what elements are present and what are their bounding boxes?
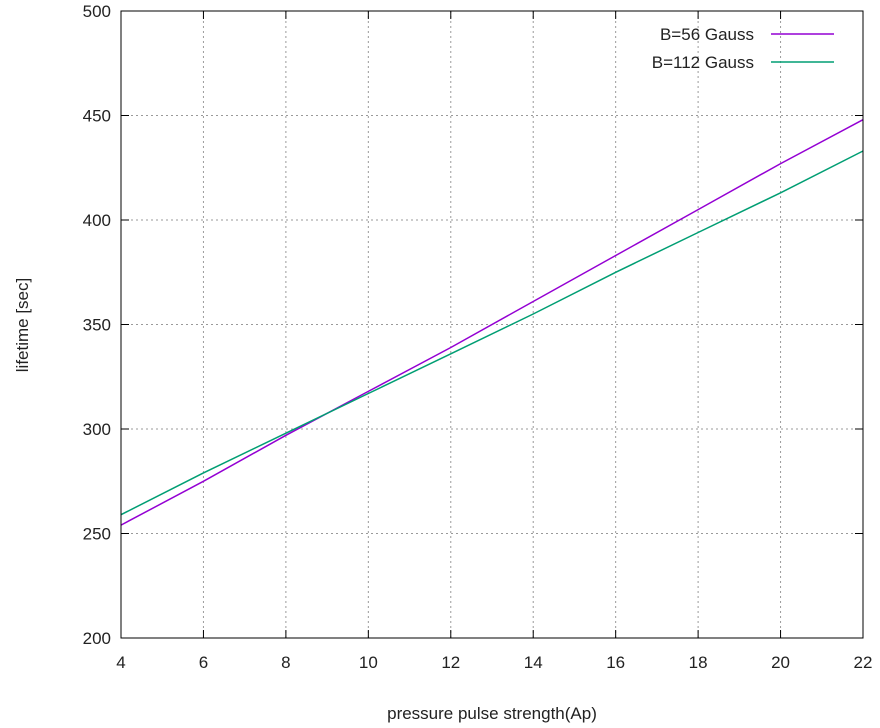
legend-label: B=56 Gauss bbox=[660, 25, 754, 44]
x-tick-labels: 4 6 8 10 12 14 16 18 20 22 bbox=[116, 653, 872, 672]
x-tick-label: 16 bbox=[606, 653, 625, 672]
x-tick-label: 22 bbox=[854, 653, 873, 672]
x-axis-label: pressure pulse strength(Ap) bbox=[387, 704, 597, 723]
series-line-2 bbox=[120, 150, 864, 516]
axis-ticks bbox=[120, 10, 864, 639]
x-tick-label: 10 bbox=[359, 653, 378, 672]
x-tick-label: 8 bbox=[281, 653, 290, 672]
x-tick-label: 20 bbox=[771, 653, 790, 672]
x-tick-label: 14 bbox=[524, 653, 543, 672]
y-tick-label: 300 bbox=[83, 420, 111, 439]
legend: B=56 Gauss B=112 Gauss bbox=[652, 25, 834, 72]
y-tick-label: 450 bbox=[83, 107, 111, 126]
y-tick-label: 350 bbox=[83, 316, 111, 335]
y-tick-label: 250 bbox=[83, 525, 111, 544]
y-tick-labels: 200 250 300 350 400 450 500 bbox=[83, 2, 111, 648]
y-tick-label: 500 bbox=[83, 2, 111, 21]
y-axis-label: lifetime [sec] bbox=[13, 278, 32, 372]
x-tick-label: 6 bbox=[199, 653, 208, 672]
series-lines bbox=[120, 119, 864, 526]
y-tick-label: 200 bbox=[83, 629, 111, 648]
x-tick-label: 12 bbox=[441, 653, 460, 672]
x-tick-label: 18 bbox=[689, 653, 708, 672]
x-tick-label: 4 bbox=[116, 653, 125, 672]
series-line-1 bbox=[120, 119, 864, 526]
legend-label: B=112 Gauss bbox=[652, 53, 754, 72]
y-tick-label: 400 bbox=[83, 211, 111, 230]
